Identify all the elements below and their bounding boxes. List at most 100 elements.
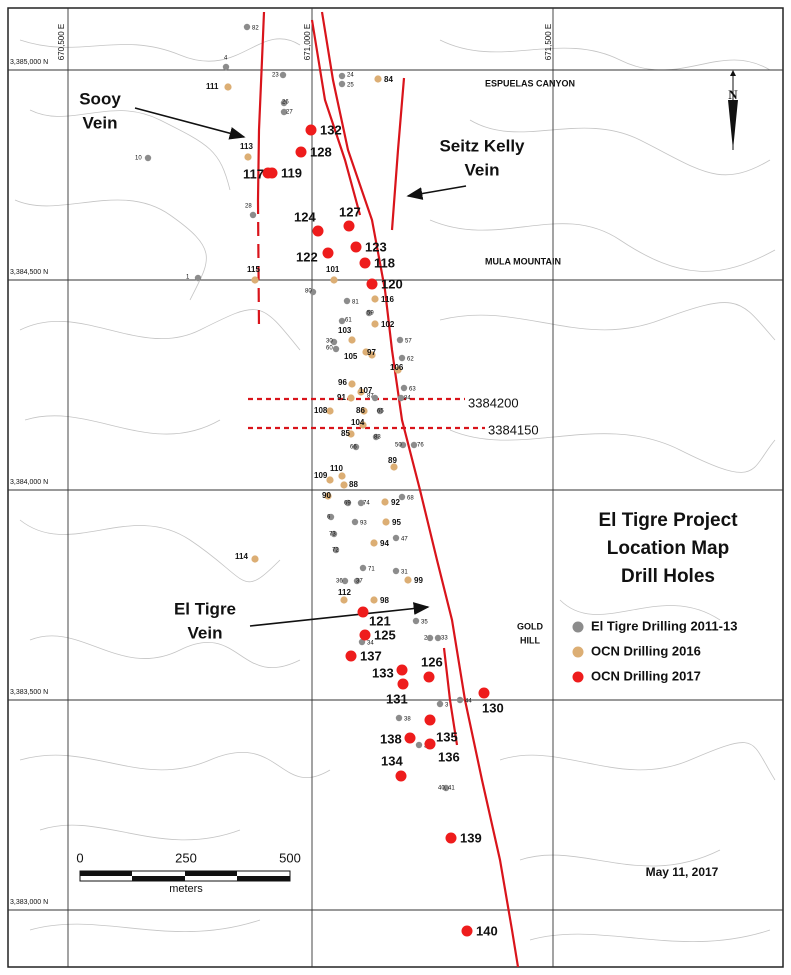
northing-label: 3,385,000 N (10, 59, 48, 66)
drill-hole (392, 567, 400, 575)
scale-segment (132, 876, 185, 881)
drill-hole (326, 407, 334, 415)
drill-hole-label: 93 (360, 521, 367, 527)
scale-label: 250 (175, 850, 197, 865)
drill-hole-label: 40, 41 (438, 786, 455, 792)
arrow (249, 602, 430, 627)
drill-hole-label: 68 (407, 496, 414, 502)
drill-hole (372, 433, 380, 441)
drill-hole-label: 138 (380, 731, 402, 746)
drill-hole (357, 606, 369, 618)
drill-hole-label: 71 (368, 567, 375, 573)
drill-hole-label: 80 (305, 289, 312, 295)
drill-hole-label: 113 (240, 142, 253, 151)
drill-hole (395, 714, 403, 722)
drill-hole (436, 700, 444, 708)
northing-label: 3,383,500 N (10, 689, 48, 696)
drill-hole (398, 493, 406, 501)
drill-hole-label: 90 (322, 491, 331, 500)
drill-hole-label: 24 (347, 73, 354, 79)
drill-hole-label: 89 (388, 456, 397, 465)
drill-hole (456, 696, 464, 704)
drill-hole (338, 317, 346, 325)
drill-hole (426, 634, 434, 642)
drill-hole (415, 741, 423, 749)
drill-hole (398, 354, 406, 362)
title-line: El Tigre Project (598, 510, 738, 531)
drill-hole (309, 288, 317, 296)
drill-hole-label: 61 (345, 318, 352, 324)
north-label: N (728, 87, 738, 102)
northing-label: 3,384,500 N (10, 269, 48, 276)
drill-hole (251, 555, 259, 563)
drill-hole-label: 122 (296, 249, 318, 264)
drill-hole-label: 30 (326, 339, 333, 345)
drill-hole (279, 71, 287, 79)
drill-hole (332, 546, 340, 554)
drill-hole-label: 108 (314, 406, 328, 415)
drill-hole (327, 513, 335, 521)
north-arrow: N (728, 70, 738, 150)
drill-hole-label: 35 (421, 620, 428, 626)
scale-segment (80, 871, 132, 876)
drill-hole (366, 278, 378, 290)
drill-hole (381, 498, 389, 506)
drill-hole (370, 596, 378, 604)
drill-hole-label: 132 (320, 122, 342, 137)
drill-hole (305, 124, 317, 136)
drill-hole-label: 1 (186, 275, 190, 281)
drill-hole-label: 134 (381, 753, 403, 768)
drill-hole (340, 596, 348, 604)
drill-hole-label: 98 (380, 596, 389, 605)
scale-label: 0 (76, 850, 83, 865)
drill-hole (371, 295, 379, 303)
drill-hole-label: 96 (338, 378, 347, 387)
drill-hole-label: 31 (401, 570, 408, 576)
drill-hole (338, 472, 346, 480)
drill-hole (362, 348, 370, 356)
vein-label: Vein (188, 623, 223, 642)
drill-hole-label: 84 (404, 396, 411, 402)
drill-hole-label: 137 (360, 648, 382, 663)
map-frame (7, 7, 784, 968)
drill-hole-label: 76 (417, 443, 424, 449)
drill-hole (359, 629, 371, 641)
drill-hole-label: 97 (367, 348, 376, 357)
legend-swatch (572, 671, 584, 683)
drill-hole-label: 81 (352, 300, 359, 306)
drill-hole-label: 6 (327, 515, 331, 521)
drill-hole-label: 63 (409, 387, 416, 393)
drill-hole (330, 338, 338, 346)
drill-hole-label: 104 (351, 418, 365, 427)
drill-hole (347, 430, 355, 438)
drill-hole-label: 72 (332, 548, 339, 554)
drill-hole (243, 23, 251, 31)
drill-hole (249, 211, 257, 219)
drill-hole (399, 441, 407, 449)
drill-hole (330, 276, 338, 284)
drill-hole (445, 832, 457, 844)
drill-hole-label: 116 (381, 295, 394, 304)
drill-hole (404, 576, 412, 584)
drill-hole (404, 732, 416, 744)
legend-label: OCN Drilling 2016 (591, 643, 701, 658)
drill-hole-label: 38 (404, 717, 411, 723)
drill-hole (224, 83, 232, 91)
drill-hole-label: 26 (282, 100, 289, 106)
drill-hole (312, 225, 324, 237)
drill-hole-label: 131 (386, 691, 408, 706)
drill-hole (251, 276, 259, 284)
drill-hole (351, 518, 359, 526)
veins (256, 11, 520, 968)
drill-hole (374, 75, 382, 83)
drill-hole-label: 133 (372, 665, 394, 680)
drill-hole (410, 441, 418, 449)
place-name: MULA MOUNTAIN (485, 256, 561, 266)
grid (8, 8, 783, 967)
drill-hole (266, 167, 278, 179)
section-lines (248, 397, 485, 430)
vein-arrows (134, 107, 467, 627)
drill-hole-label: 110 (330, 464, 343, 473)
drill-hole-label: 125 (374, 627, 396, 642)
drill-hole (280, 108, 288, 116)
